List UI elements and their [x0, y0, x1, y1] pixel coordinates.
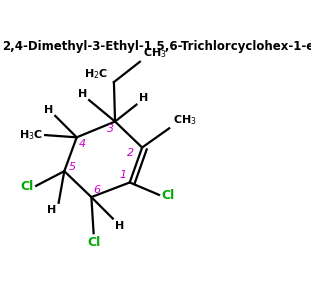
Text: 3: 3: [107, 124, 114, 134]
Text: 2,4-Dimethyl-3-Ethyl-1,5,6-Trichlorcyclohex-1-en: 2,4-Dimethyl-3-Ethyl-1,5,6-Trichlorcyclo…: [2, 40, 311, 53]
Text: H: H: [47, 205, 56, 215]
Text: 4: 4: [79, 139, 86, 149]
Text: CH$_3$: CH$_3$: [143, 46, 167, 60]
Text: 5: 5: [69, 162, 76, 172]
Text: 6: 6: [93, 185, 100, 195]
Text: H$_2$C: H$_2$C: [84, 67, 108, 81]
Text: H: H: [44, 105, 53, 115]
Text: 2: 2: [127, 148, 134, 158]
Text: Cl: Cl: [20, 181, 33, 193]
Text: H: H: [78, 89, 87, 99]
Text: H$_3$C: H$_3$C: [19, 128, 43, 142]
Text: H: H: [115, 221, 124, 231]
Text: 1: 1: [119, 170, 127, 180]
Text: Cl: Cl: [87, 236, 100, 249]
Text: H: H: [139, 94, 148, 103]
Text: CH$_3$: CH$_3$: [173, 113, 197, 127]
Text: Cl: Cl: [162, 189, 175, 202]
